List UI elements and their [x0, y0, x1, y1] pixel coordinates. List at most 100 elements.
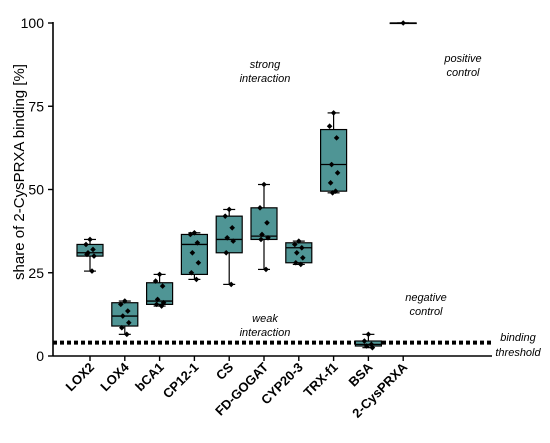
data-point — [333, 135, 340, 141]
data-point — [195, 259, 202, 266]
data-point — [153, 301, 160, 308]
data-point — [300, 254, 306, 261]
data-point — [299, 244, 305, 251]
x-tick-label: TRX-f1 — [300, 360, 340, 400]
x-tick-label: LOX2 — [62, 360, 97, 395]
data-point — [118, 301, 124, 308]
data-point — [261, 181, 267, 188]
data-point — [124, 331, 130, 338]
data-point — [194, 239, 201, 246]
data-point — [193, 276, 200, 283]
data-point — [158, 303, 165, 309]
data-point — [226, 206, 232, 213]
data-point — [224, 234, 230, 241]
data-point — [400, 20, 406, 26]
data-point — [361, 338, 368, 344]
annotation-negative-line1: negative — [405, 292, 447, 304]
y-tick-label: 50 — [28, 182, 44, 198]
x-axis — [53, 355, 492, 361]
x-tick-label: CS — [213, 359, 237, 383]
data-point — [191, 229, 198, 236]
data-point — [152, 278, 159, 284]
data-point — [365, 331, 372, 338]
box-lox2 — [76, 236, 104, 274]
data-point — [328, 161, 335, 168]
x-tick-label: LOX4 — [97, 359, 132, 394]
data-point — [327, 180, 334, 186]
data-point — [332, 188, 339, 194]
annotation-weak-line2: interaction — [240, 327, 291, 339]
box-rect — [111, 302, 139, 327]
data-point — [154, 296, 161, 303]
data-point — [223, 249, 229, 256]
box-cs — [215, 206, 243, 288]
data-point — [263, 266, 269, 273]
annotation-strong-line1: strong — [250, 59, 281, 71]
data-point — [159, 283, 166, 289]
boxes-group — [76, 20, 417, 351]
threshold-label-line2: threshold — [495, 347, 541, 359]
annotation-weak-line1: weak — [252, 313, 278, 325]
data-point — [188, 269, 195, 276]
data-point — [230, 238, 236, 244]
data-point — [160, 299, 167, 306]
data-point — [259, 231, 265, 238]
box-cyp20-3 — [285, 238, 313, 268]
box-fd-gogat — [250, 181, 278, 273]
data-point — [91, 253, 97, 259]
y-tick-label: 0 — [36, 348, 44, 364]
data-point — [187, 231, 194, 238]
data-point — [222, 213, 228, 219]
data-point — [90, 246, 96, 253]
data-point — [264, 220, 270, 226]
y-tick-label: 25 — [28, 265, 44, 281]
threshold-label-line1: binding — [500, 332, 536, 344]
data-point — [119, 324, 125, 331]
box-rect — [320, 128, 348, 192]
x-tick-label: CP12-1 — [160, 360, 202, 402]
data-point — [257, 205, 263, 211]
x-tick-label: BSA — [346, 359, 376, 389]
y-tick-label: 75 — [28, 98, 44, 114]
y-tick-label: 100 — [21, 15, 45, 31]
box-2-cysprxa — [389, 20, 417, 26]
annotation-positive-line2: control — [446, 67, 480, 79]
data-point — [122, 298, 128, 304]
data-point — [294, 249, 300, 256]
data-point — [126, 319, 132, 326]
y-axis-label: share of 2-CysPRXA binding [%] — [11, 64, 28, 280]
data-point — [293, 259, 299, 266]
box-rect — [215, 215, 243, 254]
data-point — [229, 224, 235, 231]
annotation-negative-line2: control — [409, 306, 443, 318]
data-point — [83, 241, 89, 248]
box-trx-f1 — [320, 110, 348, 196]
box-cp12-1 — [180, 229, 208, 283]
y-axis — [48, 22, 54, 357]
data-point — [156, 271, 163, 278]
data-point — [369, 344, 376, 351]
data-point — [368, 341, 375, 348]
data-point — [298, 261, 304, 268]
data-point — [120, 313, 126, 319]
box-rect — [76, 243, 104, 257]
annotation-positive-line1: positive — [443, 53, 481, 65]
data-point — [258, 236, 264, 243]
annotations-group: strong interaction weak interaction nega… — [240, 53, 542, 359]
data-point — [334, 170, 341, 176]
y-tick-labels: 0 25 50 75 100 — [21, 15, 45, 364]
data-point — [326, 123, 333, 130]
data-point — [330, 110, 337, 116]
box-bca1 — [146, 271, 174, 309]
data-point — [87, 236, 93, 243]
data-point — [228, 281, 234, 288]
annotation-strong-line2: interaction — [240, 73, 291, 85]
data-point — [189, 249, 196, 256]
box-lox4 — [111, 298, 139, 338]
data-point — [84, 251, 90, 258]
data-point — [292, 241, 298, 248]
box-rect — [146, 282, 174, 305]
data-point — [363, 343, 370, 349]
